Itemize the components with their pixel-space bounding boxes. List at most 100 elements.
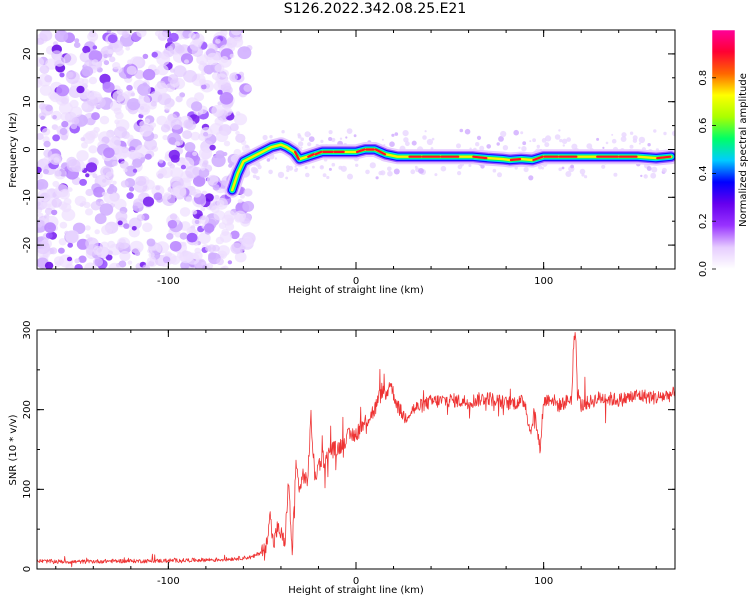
noise-blob (82, 45, 91, 54)
noise-blob (45, 232, 53, 239)
noise-blob (650, 172, 657, 179)
noise-blob (94, 213, 107, 225)
colorbar-gradient (712, 30, 735, 269)
noise-blob (117, 220, 123, 226)
noise-blob (611, 138, 617, 144)
noise-blob (479, 145, 485, 151)
noise-blob (157, 173, 164, 179)
noise-blob (191, 189, 202, 198)
noise-blob (203, 223, 215, 233)
noise-blob (55, 93, 70, 106)
noise-blob (242, 201, 255, 212)
noise-blob (255, 176, 260, 180)
noise-blob (201, 190, 208, 196)
snr-y-tick-label: 100 (22, 480, 33, 499)
noise-blob (215, 197, 228, 210)
noise-blob (194, 247, 201, 254)
noise-blob (211, 104, 225, 117)
noise-blob (175, 45, 185, 54)
noise-blob (199, 60, 205, 65)
noise-blob (61, 190, 69, 197)
noise-blob (70, 106, 83, 118)
noise-blob (561, 138, 568, 144)
noise-blob (198, 168, 210, 178)
noise-blob (391, 133, 395, 137)
noise-blob (169, 213, 178, 220)
noise-blob (40, 115, 45, 121)
noise-blob (225, 222, 235, 231)
noise-blob (219, 231, 233, 243)
spectrogram-x-tick-label: 100 (534, 276, 553, 287)
noise-blob (235, 133, 246, 143)
noise-blob (312, 165, 315, 169)
noise-blob (214, 117, 224, 126)
spectrogram-x-label: Height of straight line (km) (288, 285, 424, 296)
noise-blob (59, 221, 68, 229)
noise-blob (154, 82, 168, 95)
noise-blob (222, 265, 229, 269)
noise-blob (464, 128, 471, 135)
noise-blob (126, 98, 141, 111)
noise-blob (192, 151, 198, 156)
noise-blob (54, 168, 67, 180)
noise-blob (66, 156, 77, 167)
noise-blob (229, 123, 239, 132)
noise-blob (169, 68, 175, 73)
noise-blob (191, 46, 203, 58)
noise-blob (286, 168, 290, 173)
noise-blob (107, 48, 114, 55)
ridge-peak (532, 155, 544, 162)
noise-blob (128, 227, 140, 238)
noise-blob (456, 143, 461, 149)
noise-blob (111, 160, 118, 167)
noise-blob (558, 167, 562, 172)
noise-blob (233, 113, 248, 126)
noise-blob (115, 211, 128, 222)
noise-blob (394, 132, 399, 136)
noise-blob (126, 84, 133, 91)
noise-blob (211, 72, 221, 81)
noise-blob (167, 74, 179, 84)
noise-blob (328, 130, 333, 135)
noise-blob (93, 186, 105, 198)
noise-blob (164, 104, 172, 111)
noise-blob (566, 137, 571, 142)
noise-blob (229, 53, 235, 59)
colorbar-tick-label: 0.2 (698, 213, 709, 229)
noise-blob (424, 130, 427, 133)
noise-blob (621, 132, 627, 138)
noise-blob (156, 53, 171, 66)
spectrogram-x-tick-label: -100 (157, 276, 180, 287)
noise-blob (347, 173, 353, 180)
noise-blob (605, 141, 609, 145)
noise-blob (74, 38, 80, 43)
noise-blob (345, 136, 348, 139)
noise-blob (54, 30, 69, 43)
noise-blob (97, 175, 110, 187)
noise-blob (320, 139, 324, 143)
noise-blob (209, 144, 216, 151)
noise-blob (58, 238, 67, 246)
noise-blob (81, 142, 88, 149)
noise-blob (411, 140, 417, 146)
noise-blob (146, 238, 156, 247)
noise-blob (561, 166, 565, 170)
noise-blob (41, 128, 51, 136)
noise-blob (653, 129, 657, 133)
noise-blob (137, 195, 143, 200)
noise-blob (378, 170, 383, 176)
noise-blob (565, 171, 572, 177)
noise-blob (135, 176, 147, 186)
noise-blob (132, 168, 138, 173)
noise-blob (106, 187, 115, 195)
noise-blob (91, 112, 100, 121)
spectrogram-y-tick-label: -20 (22, 237, 33, 253)
noise-blob (186, 232, 198, 243)
noise-blob (109, 56, 116, 63)
noise-blob (252, 174, 257, 179)
spectrogram-y-tick-label: 20 (22, 48, 33, 61)
noise-blob (532, 138, 536, 143)
noise-blob (328, 167, 332, 171)
noise-blob (200, 206, 206, 212)
noise-blob (144, 138, 157, 151)
